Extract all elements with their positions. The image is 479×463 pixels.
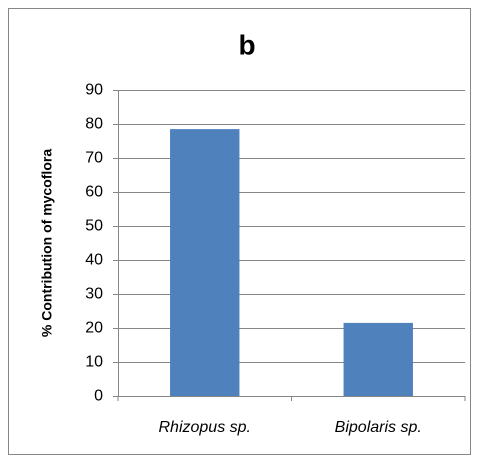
y-tick-label: 50 — [85, 218, 103, 235]
x-tick-label: Bipolaris sp. — [335, 419, 422, 436]
bar — [343, 322, 413, 396]
y-tick-label: 70 — [85, 150, 103, 167]
bar — [170, 129, 240, 396]
x-tick-label: Rhizopus sp. — [159, 419, 252, 436]
y-tick-label: 40 — [85, 252, 103, 269]
y-tick-label: 10 — [85, 354, 103, 371]
y-tick-label: 30 — [85, 286, 103, 303]
y-tick-label: 60 — [85, 184, 103, 201]
y-tick-label: 0 — [94, 388, 103, 405]
y-axis-label: % Contribution of mycoflora — [39, 149, 55, 337]
y-tick-label: 90 — [85, 82, 103, 99]
chart-title: b — [238, 29, 255, 60]
y-tick-label: 80 — [85, 116, 103, 133]
y-tick-label: 20 — [85, 320, 103, 337]
